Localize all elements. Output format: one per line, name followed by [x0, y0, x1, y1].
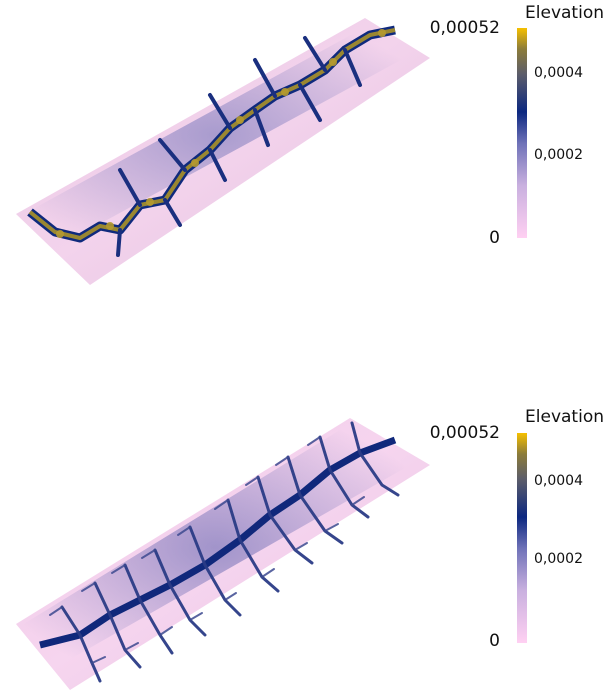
legend-tick-label: 0,0002 — [534, 551, 583, 567]
colorbar — [517, 28, 527, 238]
terrain-panel-bottom: Elevation 0,00052 0 0,0004 0,0002 — [0, 345, 604, 690]
legend-min-label: 0 — [489, 228, 500, 248]
terrain-surface-bottom — [16, 418, 430, 690]
colorbar-legend-top: Elevation 0,00052 0 0,0004 0,0002 — [420, 0, 604, 260]
legend-tick-label: 0,0004 — [534, 473, 583, 489]
legend-max-label: 0,00052 — [429, 423, 500, 443]
colorbar-legend-bottom: Elevation 0,00052 0 0,0004 0,0002 — [420, 345, 604, 651]
legend-max-label: 0,00052 — [429, 18, 500, 38]
legend-title: Elevation — [525, 3, 604, 23]
legend-title: Elevation — [525, 407, 604, 427]
legend-min-label: 0 — [489, 631, 500, 651]
colorbar — [517, 433, 527, 643]
valley-line-bottom — [39, 436, 397, 649]
legend-tick-label: 0,0004 — [534, 65, 583, 81]
legend-tick-label: 0,0002 — [534, 147, 583, 163]
terrain-panel-top: Elevation 0,00052 0 0,0004 0,0002 — [16, 0, 604, 285]
terrain-surface-top — [16, 18, 430, 285]
